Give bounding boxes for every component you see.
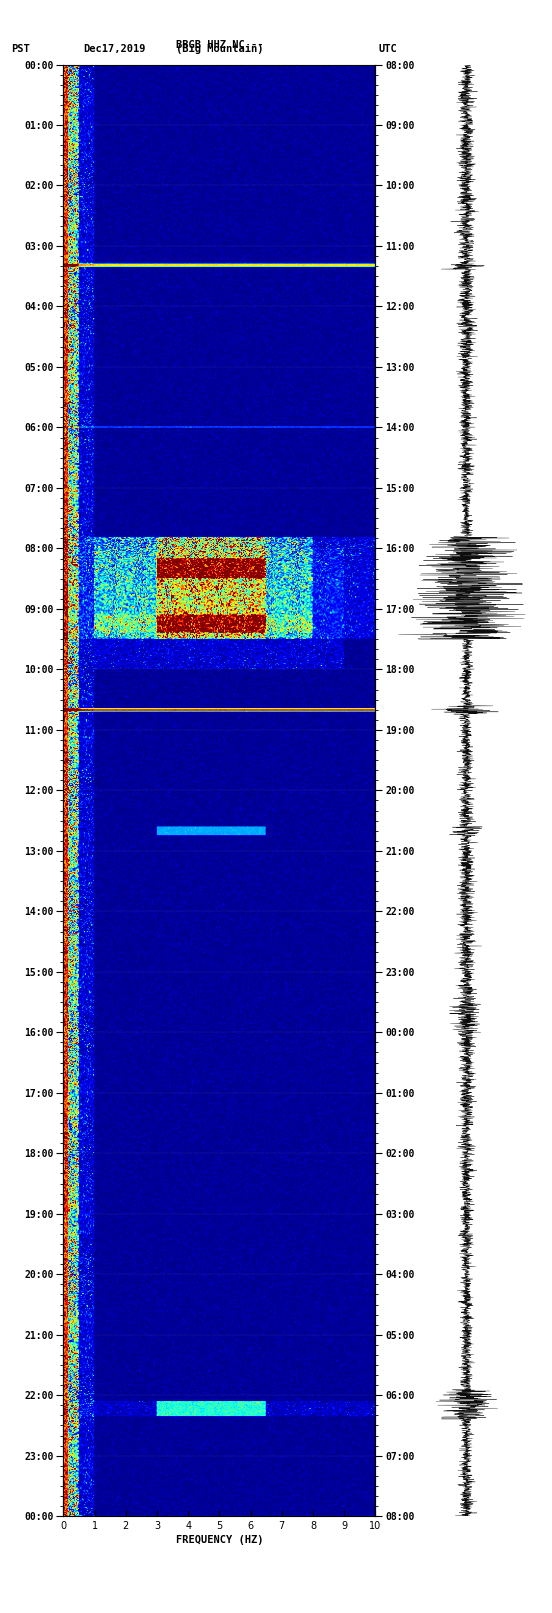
Text: PST: PST bbox=[11, 44, 30, 55]
Text: USGS: USGS bbox=[16, 24, 46, 34]
Text: UTC: UTC bbox=[378, 44, 397, 55]
Text: BBGB HHZ NC --: BBGB HHZ NC -- bbox=[176, 39, 263, 50]
X-axis label: FREQUENCY (HZ): FREQUENCY (HZ) bbox=[176, 1536, 263, 1545]
Text: (Big Mountain): (Big Mountain) bbox=[176, 44, 263, 55]
Text: Dec17,2019: Dec17,2019 bbox=[83, 44, 145, 55]
